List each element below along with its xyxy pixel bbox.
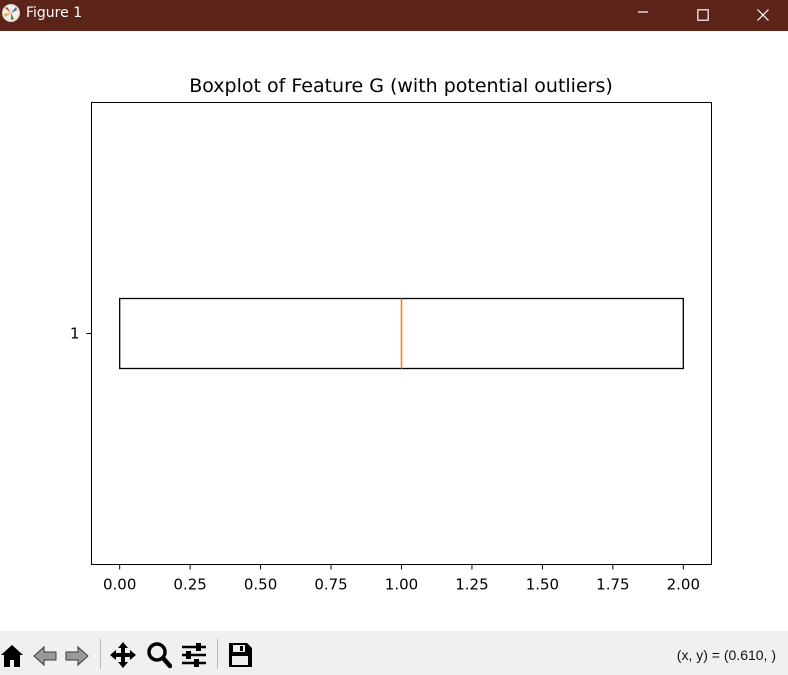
home-icon bbox=[1, 645, 23, 667]
forward-arrow-icon bbox=[65, 645, 89, 667]
sliders-icon bbox=[182, 643, 206, 667]
configure-subplots-button[interactable] bbox=[181, 641, 207, 669]
floppy-icon bbox=[229, 643, 252, 667]
pan-button[interactable] bbox=[110, 641, 136, 669]
maximize-icon bbox=[697, 9, 709, 21]
close-button[interactable] bbox=[740, 0, 786, 31]
navigation-toolbar: (x, y) = (0.610, ) bbox=[0, 631, 788, 675]
magnifier-icon bbox=[147, 642, 172, 669]
move-icon bbox=[110, 642, 136, 668]
x-tick-label: 1.25 bbox=[455, 576, 488, 594]
toolbar-separator bbox=[217, 639, 218, 669]
zoom-button[interactable] bbox=[146, 641, 172, 669]
window-titlebar: Figure 1 bbox=[0, 0, 788, 31]
x-tick-label: 0.25 bbox=[173, 576, 206, 594]
minimize-icon bbox=[638, 11, 648, 13]
back-button[interactable] bbox=[32, 641, 58, 669]
x-tick-label: 0.50 bbox=[244, 576, 277, 594]
close-icon bbox=[757, 9, 769, 21]
y-axis: 1 bbox=[70, 325, 92, 343]
x-tick-label: 2.00 bbox=[667, 576, 700, 594]
minimize-button[interactable] bbox=[620, 0, 666, 31]
x-tick-label: 1.00 bbox=[385, 576, 418, 594]
save-button[interactable] bbox=[227, 641, 253, 669]
toolbar-separator bbox=[100, 639, 101, 669]
back-arrow-icon bbox=[33, 645, 57, 667]
figure-canvas[interactable]: Boxplot of Feature G (with potential out… bbox=[0, 31, 788, 631]
forward-button[interactable] bbox=[64, 641, 90, 669]
boxplot-chart: Boxplot of Feature G (with potential out… bbox=[70, 75, 712, 594]
app-icon bbox=[2, 4, 20, 22]
x-tick-label: 0.75 bbox=[314, 576, 347, 594]
x-tick-label: 1.50 bbox=[526, 576, 559, 594]
home-button[interactable] bbox=[0, 641, 26, 669]
chart-title: Boxplot of Feature G (with potential out… bbox=[189, 75, 613, 97]
maximize-button[interactable] bbox=[680, 0, 726, 31]
cursor-coordinates: (x, y) = (0.610, ) bbox=[676, 647, 776, 663]
x-tick-label: 1.75 bbox=[596, 576, 629, 594]
y-tick-label: 1 bbox=[70, 325, 80, 343]
window-title: Figure 1 bbox=[26, 5, 83, 21]
x-tick-label: 0.00 bbox=[103, 576, 136, 594]
box-group bbox=[119, 297, 684, 370]
x-axis: 0.00 0.25 0.50 0.75 1.00 1.25 1.50 1.75 2.00 bbox=[103, 564, 700, 594]
